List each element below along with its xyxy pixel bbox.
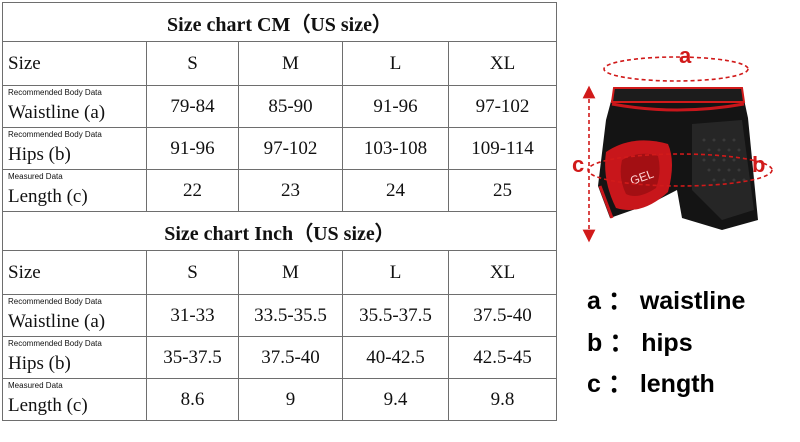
- legend-hips: b ： hips: [587, 329, 693, 357]
- waist-measure-ellipse: [603, 56, 749, 82]
- table-cell: 91-96: [342, 85, 449, 128]
- inch-waistline-row: Recommended Body Data Waistline (a) 31-3…: [2, 294, 558, 337]
- cm-chart-title: Size chart CM（US size）: [1, 2, 558, 42]
- row-note: Measured Data: [8, 381, 63, 390]
- row-label: Length (c): [8, 186, 88, 207]
- row-label: Waistline (a): [8, 102, 106, 123]
- table-cell: 8.6: [146, 378, 239, 421]
- legend-waistline: a ： waistline: [587, 287, 746, 315]
- table-cell: 109-114: [447, 127, 558, 170]
- marker-c: c: [572, 152, 584, 177]
- mesh-texture: [702, 138, 746, 182]
- inch-waistline-label: Recommended Body Data Waistline (a): [2, 294, 147, 337]
- inch-header-row: Size S M L XL: [2, 250, 558, 295]
- cm-size-m: M: [238, 41, 343, 86]
- row-note: Recommended Body Data: [8, 297, 102, 306]
- table-cell: 9.4: [342, 378, 449, 421]
- table-cell: 37.5-40: [447, 294, 558, 337]
- table-cell: 103-108: [342, 127, 449, 170]
- cm-hips-label: Recommended Body Data Hips (b): [2, 127, 147, 170]
- table-cell: 9: [238, 378, 343, 421]
- table-cell: 22: [146, 169, 239, 212]
- table-cell: 9.8: [447, 378, 558, 421]
- table-cell: 40-42.5: [342, 336, 449, 379]
- table-cell: 33.5-35.5: [238, 294, 343, 337]
- row-label: Hips (b): [8, 353, 71, 374]
- cm-waistline-label: Recommended Body Data Waistline (a): [2, 85, 147, 128]
- table-cell: 91-96: [146, 127, 239, 170]
- cycling-shorts-figure: a GEL b c: [572, 43, 773, 243]
- marker-b: b: [752, 152, 765, 177]
- inch-hips-row: Recommended Body Data Hips (b) 35-37.5 3…: [2, 336, 558, 379]
- row-note: Recommended Body Data: [8, 130, 102, 139]
- table-cell: 35.5-37.5: [342, 294, 449, 337]
- inch-size-header: Size: [2, 250, 147, 295]
- table-cell: 37.5-40: [238, 336, 343, 379]
- row-label: Length (c): [8, 395, 88, 416]
- inch-length-row: Measured Data Length (c) 8.6 9 9.4 9.8: [2, 378, 558, 421]
- row-label: Hips (b): [8, 144, 71, 165]
- table-cell: 85-90: [238, 85, 343, 128]
- cm-waistline-row: Recommended Body Data Waistline (a) 79-8…: [2, 85, 558, 128]
- shorts-waistband: [610, 87, 746, 103]
- table-cell: 23: [238, 169, 343, 212]
- inch-size-m: M: [238, 250, 343, 295]
- table-cell: 24: [342, 169, 449, 212]
- cm-header-row: Size S M L XL: [2, 41, 558, 86]
- cm-hips-row: Recommended Body Data Hips (b) 91-96 97-…: [2, 127, 558, 170]
- red-stripe: [598, 185, 614, 219]
- marker-a: a: [679, 43, 692, 68]
- inch-length-label: Measured Data Length (c): [2, 378, 147, 421]
- table-cell: 97-102: [447, 85, 558, 128]
- mesh-panel: [692, 120, 754, 220]
- row-note: Recommended Body Data: [8, 339, 102, 348]
- table-cell: 79-84: [146, 85, 239, 128]
- table-cell: 35-37.5: [146, 336, 239, 379]
- red-seam: [611, 102, 745, 112]
- row-label: Waistline (a): [8, 311, 106, 332]
- table-cell: 42.5-45: [447, 336, 558, 379]
- table-cell: 25: [447, 169, 558, 212]
- row-note: Recommended Body Data: [8, 88, 102, 97]
- size-chart-table: Size chart CM（US size） Size S M L XL Rec…: [1, 2, 558, 421]
- cm-size-s: S: [146, 41, 239, 86]
- row-note: Measured Data: [8, 172, 63, 181]
- cm-length-row: Measured Data Length (c) 22 23 24 25: [2, 169, 558, 212]
- table-cell: 97-102: [238, 127, 343, 170]
- inch-chart-title: Size chart Inch（US size）: [1, 211, 558, 251]
- inch-size-l: L: [342, 250, 449, 295]
- table-cell: 31-33: [146, 294, 239, 337]
- cm-size-xl: XL: [447, 41, 558, 86]
- inch-hips-label: Recommended Body Data Hips (b): [2, 336, 147, 379]
- cm-length-label: Measured Data Length (c): [2, 169, 147, 212]
- gel-pad-inner: [620, 153, 660, 196]
- inch-size-s: S: [146, 250, 239, 295]
- cm-size-l: L: [342, 41, 449, 86]
- inch-size-xl: XL: [447, 250, 558, 295]
- legend-length: c ： length: [587, 370, 715, 398]
- cm-size-header: Size: [2, 41, 147, 86]
